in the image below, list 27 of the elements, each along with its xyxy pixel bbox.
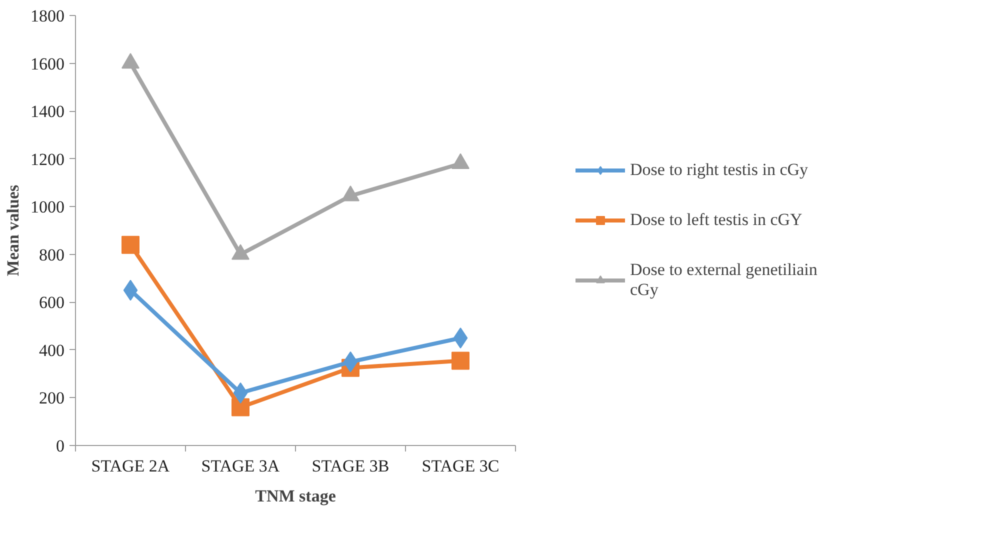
legend-label: Dose to left testis in cGY xyxy=(630,210,802,230)
y-tick-label: 1600 xyxy=(30,54,64,74)
y-tick-label: 1400 xyxy=(30,102,64,122)
y-tick-label: 1000 xyxy=(30,198,64,217)
y-axis-title: Mean values xyxy=(4,184,22,276)
point xyxy=(232,244,250,260)
point xyxy=(122,52,140,69)
point xyxy=(342,186,360,202)
point xyxy=(232,398,250,416)
x-axis-title: TNM stage xyxy=(255,486,336,506)
y-tick-label: 0 xyxy=(56,436,64,456)
legend-label: Dose to right testis in cGy xyxy=(630,160,808,180)
x-tick-label: STAGE 2A xyxy=(91,456,170,476)
point xyxy=(122,236,140,254)
x-tick-label: STAGE 3A xyxy=(201,456,280,476)
y-tick-label: 1200 xyxy=(30,150,64,169)
y-tick-label: 600 xyxy=(39,293,64,312)
point xyxy=(453,328,468,348)
y-tick-label: 1800 xyxy=(30,6,64,26)
x-tick-label: STAGE 3B xyxy=(312,456,390,476)
y-tick-label: 200 xyxy=(39,388,64,408)
x-tick-label: STAGE 3C xyxy=(422,456,500,476)
y-tick-label: 800 xyxy=(39,245,64,264)
point xyxy=(452,153,470,170)
point xyxy=(452,352,470,370)
y-tick-label: 400 xyxy=(39,340,64,360)
legend-label: Dose to external genetiliain cGy xyxy=(630,260,818,300)
